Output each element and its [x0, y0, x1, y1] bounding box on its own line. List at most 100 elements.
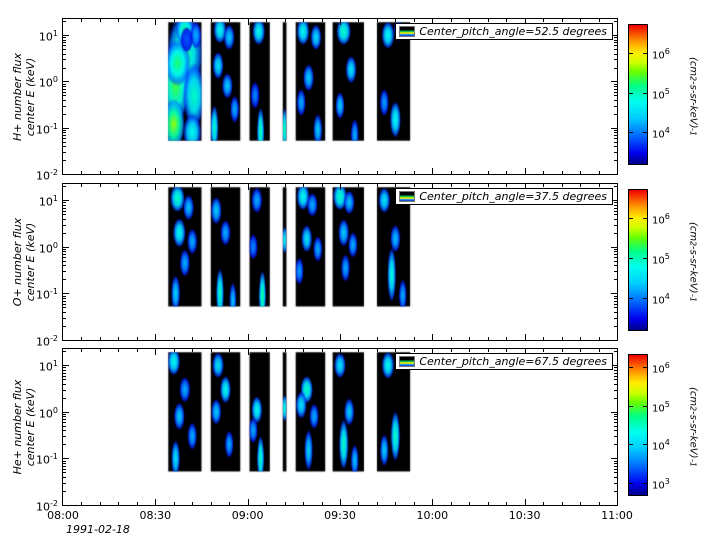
legend: Center_pitch_angle=37.5 degrees [395, 188, 613, 205]
axis-tick [210, 502, 212, 505]
axis-tick [432, 499, 434, 505]
axis-tick [643, 483, 647, 485]
axis-tick [450, 19, 452, 22]
axis-tick [614, 425, 617, 427]
axis-tick [321, 502, 323, 505]
axis-tick [611, 174, 617, 175]
axis-tick [210, 337, 212, 340]
axis-tick [413, 349, 415, 352]
axis-tick [63, 490, 66, 492]
axis-tick [614, 21, 617, 23]
axis-tick [63, 204, 66, 206]
axis-tick [614, 214, 617, 216]
axis-tick [629, 92, 633, 94]
colorbar-tick-label: 106 [652, 46, 670, 62]
axis-tick [136, 19, 138, 22]
axis-tick [63, 113, 66, 115]
axis-tick [561, 502, 563, 505]
axis-tick [614, 379, 617, 381]
axis-tick [614, 137, 617, 139]
axis-tick [63, 422, 66, 424]
colorbar-tick-label: 104 [652, 438, 670, 453]
axis-tick [118, 184, 120, 187]
axis-tick [63, 260, 66, 262]
axis-tick [629, 444, 633, 446]
axis-tick [450, 171, 452, 174]
axis-tick [561, 349, 563, 352]
axis-tick [469, 349, 471, 352]
axis-tick [629, 298, 633, 299]
axis-tick [561, 184, 563, 187]
axis-tick [118, 19, 120, 22]
axis-tick [63, 151, 66, 153]
axis-tick [614, 413, 617, 415]
axis-tick [340, 499, 341, 505]
axis-tick [118, 349, 120, 352]
axis-tick [63, 369, 66, 371]
axis-tick [614, 42, 617, 44]
date-label: 1991-02-18 [66, 523, 130, 536]
axis-tick [136, 502, 138, 505]
axis-tick [469, 502, 471, 505]
axis-tick [413, 502, 415, 505]
axis-tick [63, 35, 69, 37]
axis-tick [611, 365, 617, 367]
y-tick-label: 101 [38, 29, 58, 44]
axis-tick [643, 52, 647, 54]
legend-label: Center_pitch_angle=52.5 degrees [419, 25, 607, 38]
axis-tick [614, 468, 617, 470]
axis-tick [614, 397, 617, 399]
axis-tick [614, 151, 617, 153]
colorbar-tick-label: 105 [652, 399, 670, 414]
axis-tick [63, 67, 66, 69]
axis-tick [561, 19, 563, 22]
axis-tick [63, 160, 66, 162]
axis-tick [543, 349, 545, 352]
axis-tick [118, 337, 120, 340]
axis-tick [643, 405, 647, 407]
axis-tick [63, 425, 66, 427]
axis-tick [524, 168, 526, 174]
colorbar-tick-label: 106 [652, 360, 670, 375]
axis-tick [63, 39, 66, 41]
panel-h-plus: H+ number flux center E (keV) Center_pit… [0, 18, 710, 183]
x-tick-label: 08:30 [139, 509, 172, 522]
axis-tick [63, 129, 66, 131]
axis-tick [614, 436, 617, 438]
axis-tick [614, 300, 617, 302]
axis-tick [136, 184, 138, 187]
axis-tick [266, 349, 268, 352]
axis-tick [192, 502, 194, 505]
axis-tick [614, 367, 617, 369]
axis-tick [432, 19, 434, 25]
colorbar-units-label: (cm 2 -s-sr-keV) -1 [687, 56, 699, 137]
axis-tick [614, 416, 617, 418]
axis-tick [432, 184, 434, 190]
axis-tick [614, 218, 617, 220]
axis-tick [614, 422, 617, 424]
axis-tick [580, 19, 582, 22]
axis-tick [611, 458, 617, 460]
axis-tick [611, 127, 617, 129]
y-axis-label-line1: He+ number flux [10, 379, 24, 475]
axis-tick [614, 45, 617, 47]
y-tick-label: 100 [38, 240, 58, 256]
axis-tick [63, 146, 66, 148]
axis-tick [614, 251, 617, 253]
axis-tick [192, 184, 194, 187]
axis-tick [395, 502, 397, 505]
axis-tick [614, 430, 617, 432]
axis-tick [580, 171, 582, 174]
axis-tick [63, 472, 66, 474]
axis-tick [524, 349, 526, 355]
axis-tick [614, 254, 617, 256]
axis-tick [524, 499, 526, 505]
y-tick-label: 100 [38, 405, 58, 421]
axis-tick [487, 349, 489, 352]
axis-tick [614, 257, 617, 259]
axis-tick [598, 171, 600, 174]
axis-tick [63, 416, 66, 418]
colorbar-units-label: (cm 2 -s-sr-keV) -1 [687, 387, 699, 467]
axis-tick [63, 53, 66, 55]
axis-tick [614, 95, 617, 97]
